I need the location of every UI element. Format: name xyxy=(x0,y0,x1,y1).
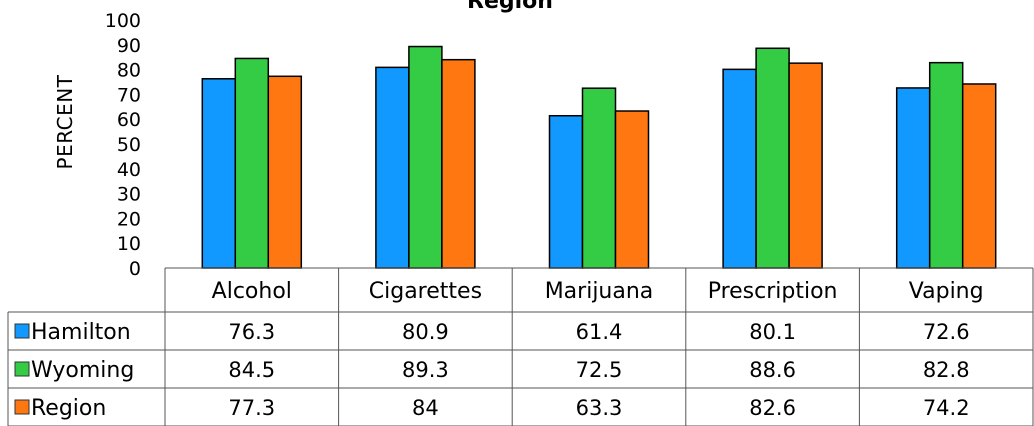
plot-area xyxy=(201,45,997,269)
legend-swatch-region xyxy=(14,399,30,415)
table-cell-value: 80.1 xyxy=(749,320,796,344)
y-tick-label: 50 xyxy=(117,134,141,156)
bar-hamilton-prescription xyxy=(722,68,757,269)
table-cell-value: 84.5 xyxy=(228,358,275,382)
table-cell-value: 76.3 xyxy=(228,320,275,344)
table-cell-value: 88.6 xyxy=(749,358,796,382)
bar-wyoming-prescription xyxy=(755,47,790,269)
bar-hamilton-cigarettes xyxy=(375,66,410,269)
y-axis-title: PERCENT xyxy=(53,74,77,169)
table-cell-value: 61.4 xyxy=(576,320,623,344)
bar-hamilton-vaping xyxy=(895,87,931,269)
y-tick-label: 70 xyxy=(117,84,141,106)
table-cell-value: 84 xyxy=(412,396,439,420)
legend-swatch-hamilton xyxy=(14,323,30,339)
table-cell-value: 80.9 xyxy=(402,320,449,344)
y-tick-label: 40 xyxy=(117,159,141,181)
y-tick-label: 20 xyxy=(117,208,141,230)
category-label: Vaping xyxy=(909,279,984,304)
chart-title: Region xyxy=(467,0,553,14)
y-tick-label: 10 xyxy=(117,233,141,255)
table-cell-value: 63.3 xyxy=(576,396,623,420)
table-cell-value: 82.8 xyxy=(923,358,970,382)
bar-region-marijuana xyxy=(614,110,650,269)
legend-label-wyoming: Wyoming xyxy=(31,358,134,383)
bar-wyoming-alcohol xyxy=(234,57,270,269)
y-tick-label: 90 xyxy=(117,35,141,57)
bar-wyoming-cigarettes xyxy=(408,45,443,269)
table-cell-value: 77.3 xyxy=(228,396,275,420)
table-cell-value: 89.3 xyxy=(402,358,449,382)
table-cell-value: 72.6 xyxy=(923,320,970,344)
bar-wyoming-vaping xyxy=(928,61,964,269)
bar-hamilton-marijuana xyxy=(548,114,584,269)
bar-region-vaping xyxy=(961,83,997,269)
bar-region-prescription xyxy=(788,62,823,269)
table-cell-value: 74.2 xyxy=(923,396,970,420)
legend-swatch-wyoming xyxy=(14,361,30,377)
y-tick-label: 30 xyxy=(117,184,141,206)
bar-region-alcohol xyxy=(267,75,303,269)
category-label: Prescription xyxy=(708,279,838,304)
legend-label-region: Region xyxy=(31,396,106,421)
y-tick-label: 80 xyxy=(117,60,141,82)
category-label: Marijuana xyxy=(545,279,654,304)
table-cell-value: 82.6 xyxy=(749,396,796,420)
category-label: Cigarettes xyxy=(369,279,482,304)
bar-region-cigarettes xyxy=(441,58,476,269)
legend-label-hamilton: Hamilton xyxy=(31,320,131,345)
table-cell-value: 72.5 xyxy=(576,358,623,382)
data-table: Alcohol Cigarettes Marijuana Prescription Va… xyxy=(7,267,1034,426)
y-tick-label: 60 xyxy=(117,109,141,131)
y-tick-label: 100 xyxy=(105,10,141,32)
bar-hamilton-alcohol xyxy=(201,78,237,269)
bar-wyoming-marijuana xyxy=(581,87,617,269)
y-tick-label: 0 xyxy=(129,258,141,280)
category-label: Alcohol xyxy=(212,279,292,304)
